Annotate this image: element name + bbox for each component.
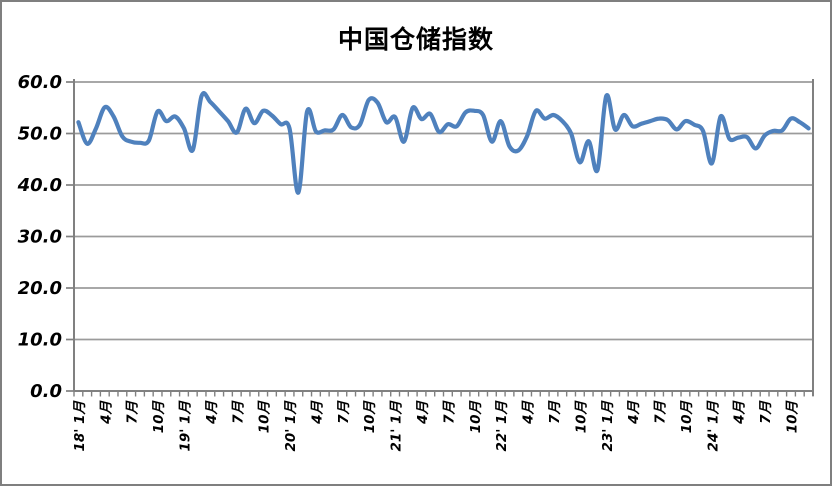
x-axis-label: 21' 1月 xyxy=(389,400,405,452)
x-axis-label: 4月 xyxy=(98,400,114,425)
y-axis-label: 50.0 xyxy=(18,124,62,145)
x-axis-label: 4月 xyxy=(626,400,642,425)
x-axis-label: 4月 xyxy=(309,400,325,425)
chart-title: 中国仓储指数 xyxy=(337,25,494,54)
x-axis-label: 10月 xyxy=(468,400,484,434)
x-axis-label: 18' 1月 xyxy=(72,400,88,452)
x-axis-label: 10月 xyxy=(679,400,695,434)
y-axis-label: 10.0 xyxy=(18,330,62,351)
x-axis-label: 7月 xyxy=(336,400,352,424)
x-axis-label: 23' 1月 xyxy=(600,400,616,452)
x-axis-label: 7月 xyxy=(230,400,246,424)
y-axis-label: 20.0 xyxy=(18,278,62,299)
x-axis-label: 24' 1月 xyxy=(705,400,721,452)
x-axis-label: 22' 1月 xyxy=(494,400,510,452)
x-axis-label: 10月 xyxy=(257,400,273,434)
y-axis-label: 40.0 xyxy=(17,175,62,196)
x-axis-label: 7月 xyxy=(125,400,141,424)
y-axis-label: 60.0 xyxy=(18,72,62,93)
x-axis-label: 7月 xyxy=(653,400,669,424)
x-axis-label: 20' 1月 xyxy=(283,400,299,452)
x-axis-label: 10月 xyxy=(785,400,801,434)
x-axis-label: 7月 xyxy=(547,400,563,424)
x-axis-label: 4月 xyxy=(204,400,220,425)
x-axis-label: 19' 1月 xyxy=(177,400,193,452)
index-line-series xyxy=(76,91,811,195)
x-axis-label: 10月 xyxy=(573,400,589,434)
x-axis-label: 7月 xyxy=(758,400,774,424)
x-axis-label: 10月 xyxy=(151,400,167,434)
y-axis-label: 0.0 xyxy=(30,381,62,402)
x-axis-label: 4月 xyxy=(732,400,748,425)
x-axis-label: 4月 xyxy=(415,400,431,425)
x-axis-label: 7月 xyxy=(441,400,457,424)
y-axis-label: 30.0 xyxy=(18,227,62,248)
x-axis-label: 10月 xyxy=(362,400,378,434)
x-axis-label: 4月 xyxy=(521,400,537,425)
